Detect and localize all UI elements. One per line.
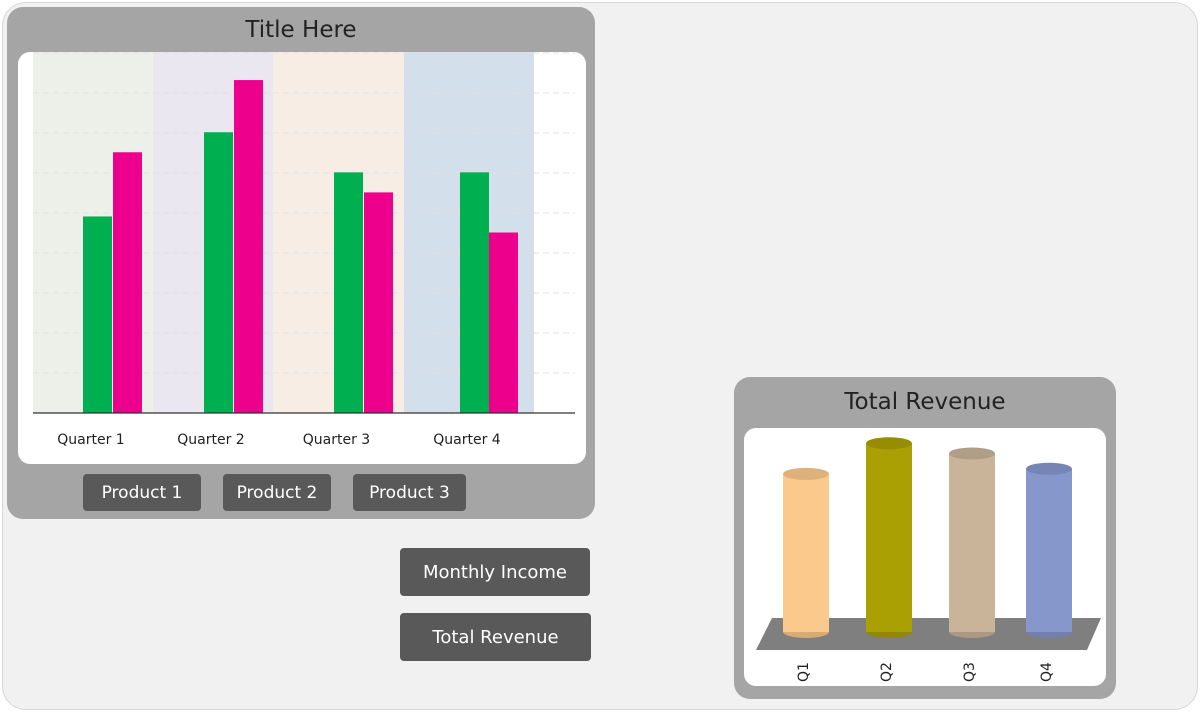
cylinder-body bbox=[1026, 468, 1072, 632]
x-tick-label: Quarter 2 bbox=[177, 432, 244, 448]
bar bbox=[113, 152, 142, 413]
monthly-income-button[interactable]: Monthly Income bbox=[400, 548, 590, 596]
chart-title: Title Here bbox=[245, 17, 357, 43]
cylinder-bar bbox=[949, 447, 995, 638]
bar bbox=[83, 216, 112, 413]
bar bbox=[489, 232, 518, 413]
bar bbox=[204, 132, 233, 413]
cylinder-top bbox=[783, 467, 829, 480]
product-1-button[interactable]: Product 1 bbox=[83, 474, 201, 511]
bar bbox=[364, 192, 393, 413]
cylinder-bar bbox=[866, 437, 912, 638]
total-revenue-button[interactable]: Total Revenue bbox=[400, 613, 591, 661]
x-tick-label: Quarter 1 bbox=[57, 432, 124, 448]
cylinder-body bbox=[949, 453, 995, 632]
bar bbox=[334, 172, 363, 413]
x-tick-label: Q3 bbox=[962, 662, 978, 682]
product-2-button[interactable]: Product 2 bbox=[223, 474, 331, 511]
product-chart-panel: Title Here Quarter 1 Quarter 2 Quarter 3 Qu… bbox=[7, 7, 595, 519]
product-3-button[interactable]: Product 3 bbox=[353, 474, 466, 511]
revenue-cylinder-chart: Q1 Q2 Q3 Q4 bbox=[756, 437, 1101, 682]
revenue-chart-area: Q1 Q2 Q3 Q4 bbox=[744, 428, 1106, 686]
product-chart-area: Quarter 1 Quarter 2 Quarter 3 Quarter 4 bbox=[18, 52, 586, 464]
cylinder-top bbox=[949, 447, 995, 460]
revenue-chart-panel: Total Revenue Q1 Q2 Q3 Q4 bbox=[734, 377, 1116, 699]
cylinder-body bbox=[866, 443, 912, 632]
cylinder-top bbox=[1026, 462, 1072, 475]
x-tick-label: Q4 bbox=[1039, 662, 1055, 682]
bar bbox=[460, 172, 489, 413]
product-bar-chart: Quarter 1 Quarter 2 Quarter 3 Quarter 4 bbox=[33, 52, 575, 448]
revenue-chart-title: Total Revenue bbox=[844, 389, 1006, 415]
x-tick-label: Quarter 3 bbox=[303, 432, 370, 448]
x-tick-label: Quarter 4 bbox=[433, 432, 501, 448]
bar bbox=[234, 80, 263, 414]
cylinder-bar bbox=[1026, 462, 1072, 638]
chart-floor bbox=[756, 618, 1101, 650]
x-tick-label: Q1 bbox=[796, 662, 812, 682]
x-tick-label: Q2 bbox=[879, 662, 895, 682]
cylinder-bar bbox=[783, 467, 829, 638]
cylinder-top bbox=[866, 437, 912, 450]
cylinder-body bbox=[783, 473, 829, 632]
